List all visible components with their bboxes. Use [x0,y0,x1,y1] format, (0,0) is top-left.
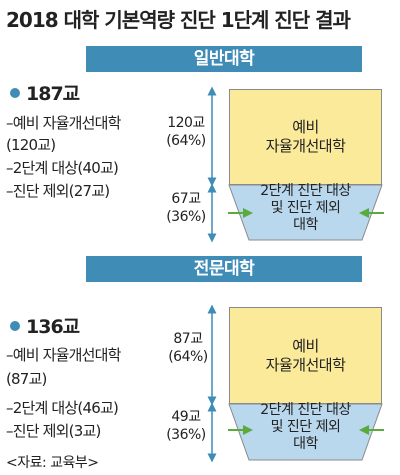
lower-box-line: 대학 [293,436,318,452]
bullet-dot-icon [10,320,20,331]
lower-count: 49교 [171,409,201,425]
upper-count: 120교 [167,115,205,131]
page-title: 2018 대학 기본역량 진단 1단계 진단 결과 [6,8,351,32]
lower-trapezoid-label: 2단계 진단 대상 및 진단 제외 대학 [229,402,382,453]
upper-count: 87교 [173,331,203,347]
lower-trapezoid [228,184,383,241]
breakdown-line: –예비 자율개선대학 [6,114,121,132]
source-note: <자료: 교육부> [6,455,99,471]
lower-trapezoid-label: 2단계 진단 대상 및 진단 제외 대학 [229,183,382,234]
section-banner-junior: 전문대학 [86,256,362,282]
breakdown-line: –예비 자율개선대학 [6,346,121,364]
upper-count-label: 87교 (64%) [162,330,214,366]
breakdown-line: (120교) [6,136,56,154]
breakdown-line: –진단 제외(27교) [6,182,110,200]
upper-box-line: 자율개선대학 [265,137,346,155]
upper-percent: (64%) [166,133,206,149]
lower-count-label: 49교 (36%) [160,408,212,444]
upper-percent: (64%) [168,349,208,365]
upper-box-line: 자율개선대학 [265,355,346,374]
total-count-label: 136교 [26,316,80,338]
upper-count-label: 120교 (64%) [160,114,212,150]
upper-box-preliminary: 예비 자율개선대학 [229,89,382,185]
bullet-dot-icon [10,87,20,98]
total-count-label: 187교 [26,83,80,105]
section-banner-general: 일반대학 [86,46,362,72]
upper-box-line: 예비 [292,336,319,355]
lower-box-line: 대학 [293,217,318,233]
upper-box-preliminary: 예비 자율개선대학 [229,307,382,404]
total-count-junior: 136교 [10,312,80,339]
lower-count: 67교 [171,191,201,207]
lower-percent: (36%) [166,209,206,225]
lower-box-line: 및 진단 제외 [270,419,341,435]
lower-percent: (36%) [166,427,206,443]
breakdown-line: –2단계 대상(40교) [6,159,119,177]
breakdown-line: (87교) [6,370,47,388]
lower-box-line: 2단계 진단 대상 [260,183,351,199]
lower-box-line: 2단계 진단 대상 [260,402,351,418]
lower-trapezoid [228,403,383,461]
lower-count-label: 67교 (36%) [160,190,212,226]
upper-box-line: 예비 [292,118,319,136]
lower-box-line: 및 진단 제외 [270,200,341,216]
total-count-general: 187교 [10,79,80,106]
breakdown-line: –2단계 대상(46교) [6,399,119,417]
breakdown-line: –진단 제외(3교) [6,422,101,440]
